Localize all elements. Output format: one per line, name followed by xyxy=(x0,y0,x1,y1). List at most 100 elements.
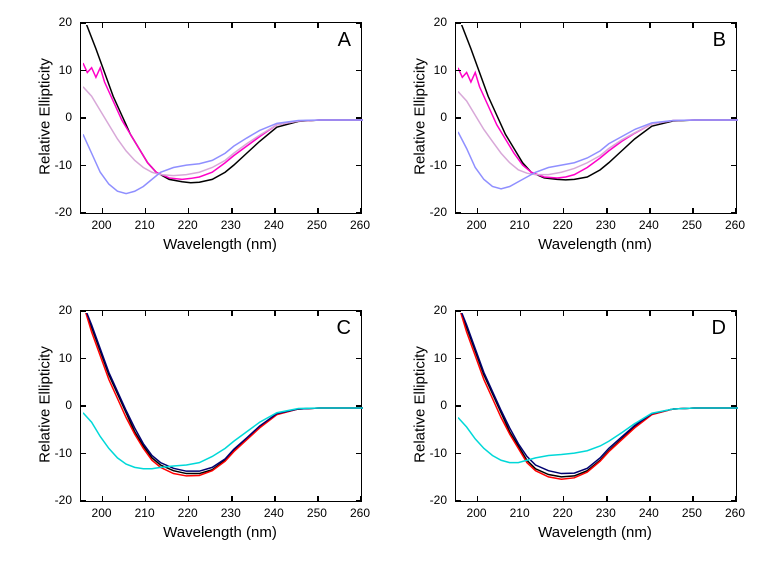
xtick-label: 220 xyxy=(174,506,202,520)
xtick-label: 220 xyxy=(174,218,202,232)
xtick-label: 230 xyxy=(592,218,620,232)
panel-B: B-20-1001020200210220230240250260Relativ… xyxy=(455,22,737,214)
xtick xyxy=(692,208,694,213)
plot-area: B xyxy=(455,22,737,214)
xtick xyxy=(692,311,694,316)
plot-area: A xyxy=(80,22,362,214)
series-svg xyxy=(83,25,363,215)
series-svg xyxy=(83,313,363,503)
ytick xyxy=(731,453,736,455)
xtick xyxy=(477,311,479,316)
xtick xyxy=(102,311,104,316)
xtick xyxy=(606,496,608,501)
xtick xyxy=(274,208,276,213)
ytick xyxy=(81,117,86,119)
ytick xyxy=(731,405,736,407)
xtick xyxy=(606,311,608,316)
ytick xyxy=(356,70,361,72)
xtick xyxy=(735,208,737,213)
xtick xyxy=(520,208,522,213)
xtick-label: 220 xyxy=(549,218,577,232)
xtick xyxy=(563,23,565,28)
xtick xyxy=(649,208,651,213)
ytick xyxy=(81,22,86,24)
xtick-label: 200 xyxy=(88,218,116,232)
series-navy xyxy=(83,313,363,471)
ylabel: Relative Ellipticity xyxy=(412,325,429,485)
panel-letter: A xyxy=(338,29,351,52)
xlabel: Wavelength (nm) xyxy=(80,236,360,253)
ytick xyxy=(81,500,86,502)
xtick-label: 210 xyxy=(506,218,534,232)
xtick xyxy=(735,23,737,28)
xtick-label: 210 xyxy=(506,506,534,520)
xlabel: Wavelength (nm) xyxy=(455,236,735,253)
ytick xyxy=(81,405,86,407)
xtick xyxy=(477,23,479,28)
xtick xyxy=(231,208,233,213)
ytick xyxy=(456,212,461,214)
ytick xyxy=(456,117,461,119)
ylabel: Relative Ellipticity xyxy=(37,325,54,485)
xtick xyxy=(188,311,190,316)
ytick xyxy=(356,453,361,455)
xtick xyxy=(563,311,565,316)
series-black xyxy=(458,313,738,477)
xtick xyxy=(360,208,362,213)
xtick xyxy=(520,496,522,501)
xtick xyxy=(145,208,147,213)
ytick xyxy=(456,405,461,407)
series-red xyxy=(83,313,363,476)
xtick xyxy=(188,496,190,501)
ytick-label: -20 xyxy=(42,493,72,507)
panel-D: D-20-1001020200210220230240250260Relativ… xyxy=(455,310,737,502)
plot-area: D xyxy=(455,310,737,502)
ytick xyxy=(731,358,736,360)
xtick-label: 220 xyxy=(549,506,577,520)
xtick-label: 240 xyxy=(260,506,288,520)
xtick-label: 200 xyxy=(463,506,491,520)
xtick-label: 250 xyxy=(303,218,331,232)
xtick xyxy=(231,311,233,316)
xtick xyxy=(563,496,565,501)
ytick xyxy=(81,212,86,214)
xtick xyxy=(145,23,147,28)
xtick xyxy=(317,311,319,316)
xtick xyxy=(145,496,147,501)
ylabel: Relative Ellipticity xyxy=(37,37,54,197)
ylabel: Relative Ellipticity xyxy=(412,37,429,197)
xtick-label: 240 xyxy=(260,218,288,232)
xtick xyxy=(649,311,651,316)
panel-A: A-20-1001020200210220230240250260Relativ… xyxy=(80,22,362,214)
series-svg xyxy=(458,313,738,503)
xtick xyxy=(692,23,694,28)
xtick xyxy=(317,208,319,213)
ytick xyxy=(731,165,736,167)
xtick xyxy=(735,496,737,501)
xtick xyxy=(649,496,651,501)
xtick xyxy=(649,23,651,28)
xtick xyxy=(188,208,190,213)
ytick-label: 20 xyxy=(42,15,72,29)
xtick-label: 200 xyxy=(88,506,116,520)
ytick-label: -20 xyxy=(42,205,72,219)
xtick-label: 210 xyxy=(131,218,159,232)
xtick xyxy=(360,311,362,316)
ytick xyxy=(81,165,86,167)
xtick xyxy=(606,23,608,28)
xtick-label: 260 xyxy=(346,506,374,520)
ytick xyxy=(81,70,86,72)
ytick xyxy=(456,500,461,502)
panel-letter: B xyxy=(713,29,726,52)
panel-letter: D xyxy=(712,317,726,340)
xtick-label: 260 xyxy=(721,218,749,232)
series-plum xyxy=(83,86,363,175)
series-red xyxy=(458,313,738,479)
xtick xyxy=(317,23,319,28)
ytick xyxy=(456,70,461,72)
xtick-label: 240 xyxy=(635,218,663,232)
ytick xyxy=(456,165,461,167)
xtick xyxy=(102,23,104,28)
xtick xyxy=(520,23,522,28)
ytick xyxy=(731,117,736,119)
